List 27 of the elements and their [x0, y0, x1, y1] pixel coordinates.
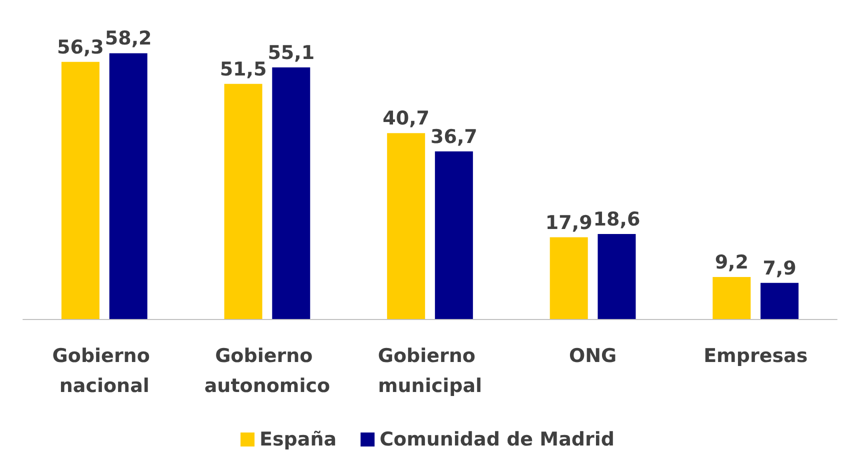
bar	[598, 234, 636, 319]
x-tick-label: Gobierno municipal	[378, 345, 482, 397]
data-label: 9,2	[714, 251, 748, 274]
data-label: 40,7	[382, 108, 430, 130]
bar	[109, 53, 148, 319]
legend-label: Comunidad de Madrid	[380, 428, 614, 450]
bar	[61, 62, 100, 319]
data-label: 55,1	[268, 42, 315, 64]
bar	[224, 84, 262, 319]
bar	[387, 133, 426, 319]
x-tick-label: Gobierno autonomico	[204, 345, 330, 397]
bar	[550, 237, 588, 319]
data-label: 51,5	[220, 58, 267, 80]
data-label: 56,3	[57, 36, 104, 58]
data-label: 7,9	[762, 257, 796, 280]
data-label: 17,9	[545, 212, 592, 234]
x-tick-label: ONG	[568, 345, 617, 367]
bar	[760, 282, 799, 319]
bar	[434, 151, 473, 319]
x-tick-label: Empresas	[704, 345, 808, 367]
x-tick-label: Gobierno nacional	[52, 345, 157, 397]
data-label: 18,6	[593, 208, 640, 231]
legend-label: España	[260, 428, 337, 450]
bar	[712, 276, 751, 319]
bar	[272, 67, 310, 319]
data-label: 36,7	[430, 126, 478, 148]
data-label: 58,2	[104, 28, 152, 50]
